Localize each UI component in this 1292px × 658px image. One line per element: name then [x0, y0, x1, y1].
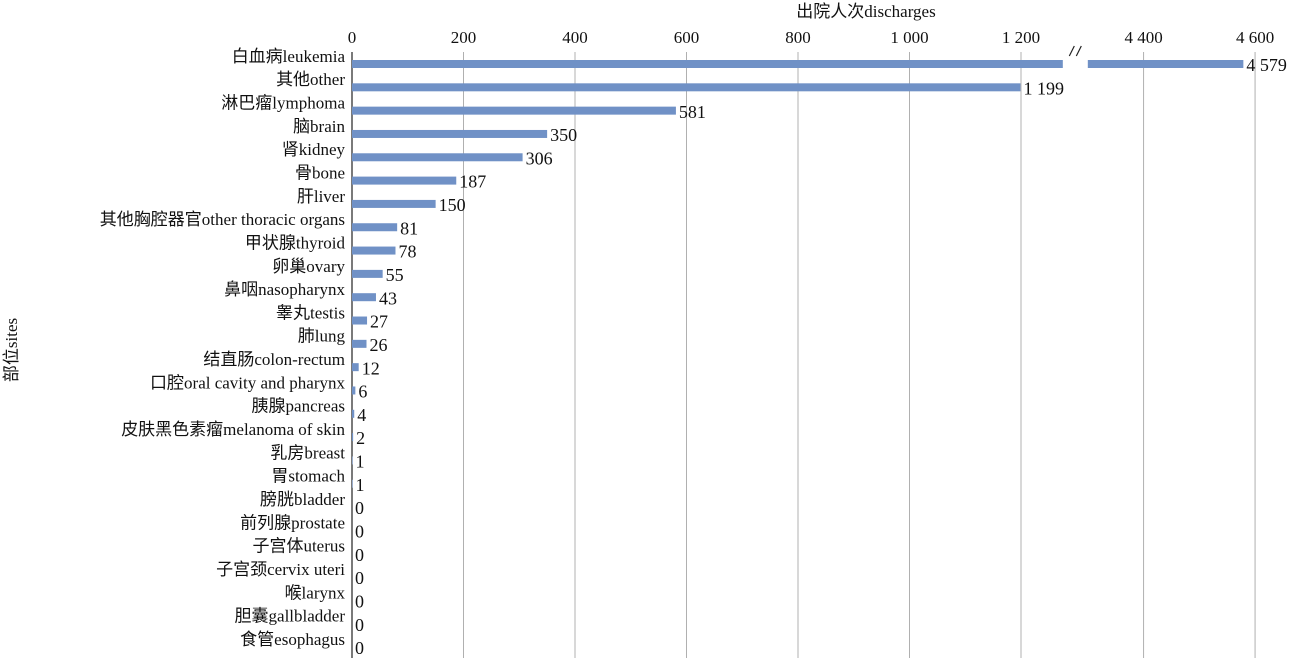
- x-tick-label: 200: [451, 28, 477, 47]
- value-label: 4: [357, 405, 366, 425]
- y-tick-label: 食管esophagus: [240, 630, 345, 649]
- value-label: 6: [358, 382, 367, 402]
- value-label: 26: [369, 335, 387, 355]
- bar: [352, 176, 457, 185]
- y-tick-label: 其他other: [276, 70, 345, 89]
- y-tick-label: 胆囊gallbladder: [235, 607, 346, 626]
- bar: [352, 386, 356, 395]
- value-label: 43: [379, 288, 397, 308]
- y-tick-label: 鼻咽nasopharynx: [224, 280, 345, 299]
- bar: [352, 479, 353, 488]
- bar: [352, 83, 1021, 92]
- y-tick-label: 肝liver: [297, 187, 345, 206]
- y-tick-label: 子宫体uterus: [252, 537, 345, 556]
- bar: [352, 433, 354, 442]
- value-label: 81: [400, 218, 418, 238]
- bar: [352, 456, 353, 465]
- x-tick-label: 400: [562, 28, 588, 47]
- value-label: 150: [439, 195, 466, 215]
- y-tick-label: 口腔oral cavity and pharynx: [150, 373, 345, 392]
- value-label: 2: [356, 428, 365, 448]
- y-tick-label: 睾丸testis: [276, 303, 345, 322]
- value-label: 1 199: [1023, 78, 1064, 98]
- y-tick-label: 皮肤黑色素瘤melanoma of skin: [121, 420, 345, 439]
- y-tick-label: 骨bone: [295, 164, 345, 183]
- y-tick-label: 卵巢ovary: [272, 257, 345, 276]
- bar: [352, 106, 676, 115]
- x-tick-label: 0: [348, 28, 357, 47]
- bar: [352, 60, 1063, 68]
- y-tick-label: 喉larynx: [285, 583, 346, 602]
- y-tick-label: 白血病leukemia: [232, 47, 346, 66]
- x-axis-title: 出院人次discharges: [796, 2, 935, 21]
- axis-break: [1068, 45, 1075, 57]
- x-tick-label: 4 400: [1124, 28, 1162, 47]
- y-tick-label: 脑brain: [293, 117, 345, 136]
- value-label: 581: [679, 102, 706, 122]
- y-tick-label: 胃stomach: [271, 467, 345, 486]
- x-tick-label: 1 000: [890, 28, 928, 47]
- bar: [352, 293, 376, 302]
- value-label: 12: [362, 358, 380, 378]
- value-label: 1: [356, 475, 365, 495]
- value-label: 0: [355, 545, 364, 565]
- y-tick-label: 甲状腺thyroid: [245, 233, 346, 252]
- bar: [352, 246, 396, 255]
- bar: [352, 363, 359, 372]
- bar: [352, 316, 368, 325]
- bar: [352, 153, 523, 162]
- value-label: 27: [370, 312, 388, 332]
- value-label: 0: [355, 498, 364, 518]
- y-tick-label: 肾kidney: [282, 140, 346, 159]
- bar: [352, 339, 367, 348]
- y-tick-label: 乳房breast: [270, 443, 345, 462]
- x-tick-label: 800: [785, 28, 811, 47]
- y-tick-label: 膀胱bladder: [260, 490, 345, 509]
- y-tick-label: 其他胸腔器官other thoracic organs: [100, 210, 345, 229]
- y-tick-label: 肺lung: [298, 327, 346, 346]
- value-label: 55: [386, 265, 404, 285]
- bar: [352, 409, 355, 418]
- x-tick-label: 4 600: [1236, 28, 1274, 47]
- value-label: 187: [459, 172, 486, 192]
- bar: [352, 199, 436, 208]
- bar: [352, 223, 398, 232]
- value-label: 0: [355, 522, 364, 542]
- value-label: 4 579: [1246, 55, 1287, 75]
- value-label: 0: [355, 638, 364, 658]
- x-tick-label: 600: [674, 28, 700, 47]
- value-label: 78: [398, 242, 416, 262]
- value-label: 0: [355, 615, 364, 635]
- bar: [1087, 60, 1244, 68]
- axis-break: [1075, 45, 1082, 57]
- y-tick-label: 子宫颈cervix uteri: [216, 560, 345, 579]
- value-label: 0: [355, 591, 364, 611]
- y-axis-title: 部位sites: [2, 318, 21, 382]
- y-tick-label: 前列腺prostate: [240, 513, 345, 532]
- x-tick-label: 1 200: [1002, 28, 1040, 47]
- y-tick-label: 淋巴瘤lymphoma: [221, 94, 345, 113]
- value-label: 350: [550, 125, 577, 145]
- bar: [352, 129, 548, 138]
- bar: [352, 269, 383, 278]
- y-tick-label: 胰腺pancreas: [252, 397, 345, 416]
- value-label: 1: [356, 452, 365, 472]
- y-tick-label: 结直肠colon-rectum: [203, 350, 345, 369]
- value-label: 306: [526, 148, 553, 168]
- value-label: 0: [355, 568, 364, 588]
